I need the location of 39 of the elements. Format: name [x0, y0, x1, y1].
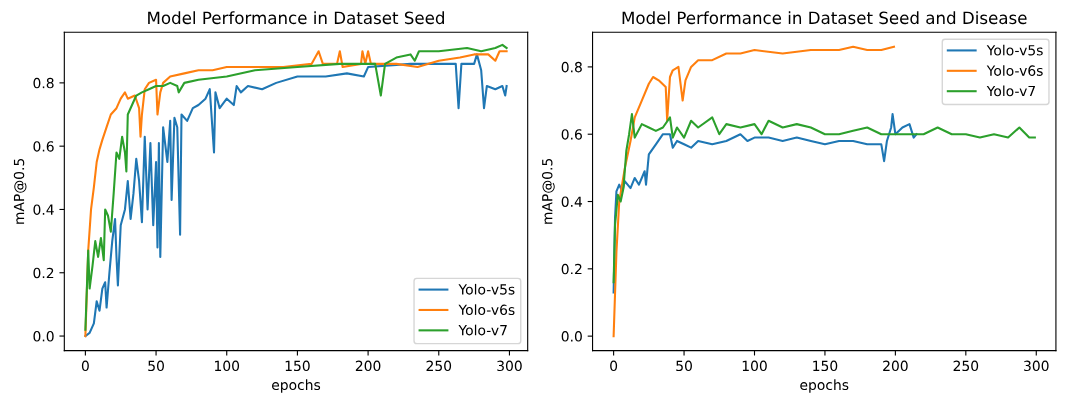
line-series: [612, 112, 1036, 284]
x-tick-label: 200: [355, 360, 381, 372]
x-tick-label: 150: [813, 360, 838, 372]
x-tick-label: 250: [426, 360, 452, 372]
x-tick-label: 300: [497, 360, 522, 372]
legend-label: Yolo-v7: [986, 85, 1035, 97]
y-tick-label: 0.8: [561, 61, 582, 73]
x-tick-label: 0: [610, 360, 618, 372]
y-axis-title: mAP@0.5: [13, 158, 27, 224]
line-series: [612, 112, 918, 294]
x-tick-label: 250: [953, 360, 979, 372]
x-tick-label: 150: [285, 360, 310, 372]
legend-label: Yolo-v5s: [986, 44, 1043, 56]
x-tick-label: 200: [883, 360, 908, 372]
y-tick-label: 0.0: [561, 331, 582, 342]
legend-label: Yolo-v5s: [458, 283, 515, 295]
x-tick-label: 50: [676, 360, 692, 372]
y-tick-label: 0.4: [33, 204, 54, 215]
y-tick-label: 0.0: [33, 331, 54, 342]
x-axis-title: epochs: [800, 379, 849, 393]
chart-title: Model Performance in Dataset Seed: [148, 11, 444, 25]
legend-label: Yolo-v7: [458, 324, 507, 336]
x-tick-label: 100: [215, 360, 240, 372]
legend-label: Yolo-v6s: [458, 304, 515, 316]
y-tick-label: 0.8: [33, 77, 54, 89]
y-tick-label: 0.2: [561, 263, 582, 275]
x-axis-title: epochs: [272, 379, 321, 393]
line-series: [612, 45, 896, 338]
x-tick-label: 50: [148, 360, 164, 372]
y-tick-label: 0.6: [561, 129, 582, 140]
y-axis-title: mAP@0.5: [541, 158, 555, 224]
legend-label: Yolo-v6s: [986, 65, 1043, 76]
y-tick-label: 0.6: [33, 141, 54, 152]
y-tick-label: 0.2: [33, 267, 54, 279]
x-tick-label: 300: [1024, 360, 1049, 372]
y-tick-label: 0.4: [561, 196, 583, 207]
chart-title: Model Performance in Dataset Seed and Disease: [622, 11, 1027, 25]
x-tick-label: 100: [742, 360, 767, 372]
x-tick-label: 0: [81, 360, 89, 372]
